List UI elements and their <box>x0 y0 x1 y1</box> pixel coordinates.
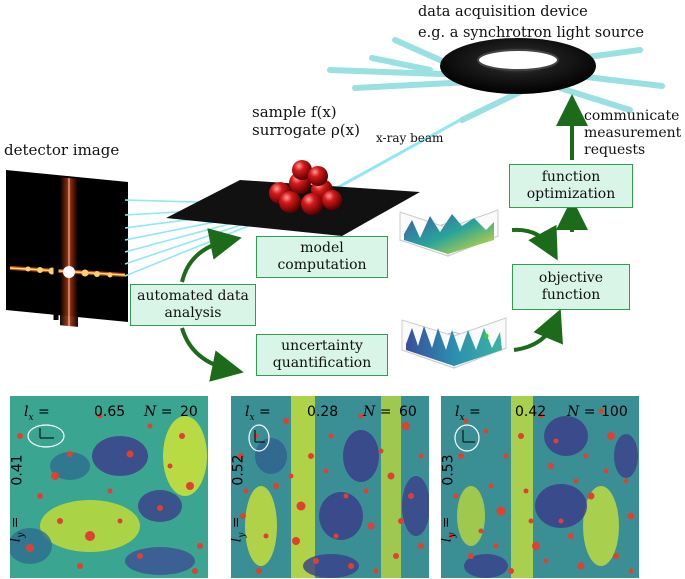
gp-panel-2: lx = 0.28 N = 60 0.52 ly = <box>231 396 429 578</box>
gp-panel-1: lx = 0.65 N = 20 0.41 ly = <box>10 396 208 578</box>
panel2-lx-value: 0.28 <box>307 404 339 420</box>
detector-image-label: detector image <box>4 141 120 159</box>
panel2-n-value: 60 <box>399 404 417 420</box>
sample-label-line2: surrogate ρ(x) <box>252 121 360 139</box>
sample-plate <box>166 160 420 236</box>
panel3-n-label: N = <box>567 404 596 420</box>
gp-heatmap-2 <box>231 396 429 578</box>
panel1-lx-label: lx = <box>24 404 50 423</box>
objective-function-text: objective function <box>538 270 604 303</box>
panel1-n-label: N = <box>144 404 173 420</box>
panel3-lx-value: 0.42 <box>515 404 547 420</box>
sample-label-line1: sample f(x) <box>252 103 337 121</box>
function-optimization-text: function optimization <box>526 169 616 202</box>
panel1-n-value: 20 <box>180 404 198 420</box>
model-computation-text: model computation <box>277 240 367 273</box>
panel2-lx-label: lx = <box>245 404 271 423</box>
gp-panel-3: lx = 0.42 N = 100 0.53 ly = <box>441 396 639 578</box>
panel3-lx-label: lx = <box>455 404 481 423</box>
gp-heatmap-3 <box>441 396 639 578</box>
xray-beam-label: x-ray beam <box>376 131 444 145</box>
gp-heatmap-1 <box>10 396 208 578</box>
communicate-label-line1: communicate <box>584 108 680 124</box>
function-optimization-box: function optimization <box>509 164 633 208</box>
detector-image <box>6 170 128 327</box>
synchrotron-ring <box>327 37 665 123</box>
automated-analysis-box: automated data analysis <box>130 284 256 326</box>
surface-plot-uncertainty <box>400 317 508 369</box>
panel2-n-label: N = <box>363 404 392 420</box>
panel1-ly-value: 0.41 <box>10 454 26 486</box>
uncertainty-quantification-box: uncertainty quantification <box>256 334 388 376</box>
objective-function-box: objective function <box>512 264 630 310</box>
workflow-diagram <box>6 37 665 382</box>
panel1-lx-value: 0.65 <box>94 404 126 420</box>
communicate-label-line3: requests <box>584 142 646 158</box>
workflow-arrows <box>180 94 588 382</box>
model-computation-box: model computation <box>256 236 388 278</box>
panel3-ly-label: ly = <box>441 517 458 543</box>
panel3-n-value: 100 <box>601 404 628 420</box>
surface-plot-model <box>398 209 500 257</box>
panel1-ly-label: ly = <box>10 517 27 543</box>
panel2-ly-value: 0.52 <box>231 454 247 486</box>
automated-analysis-text: automated data analysis <box>137 288 249 321</box>
panel2-ly-label: ly = <box>231 517 248 543</box>
uncertainty-quantification-text: uncertainty quantification <box>272 338 372 371</box>
panel3-ly-value: 0.53 <box>441 454 457 486</box>
device-label-line2: e.g. a synchrotron light source <box>418 25 644 41</box>
device-label-line1: data acquisition device <box>418 4 588 20</box>
communicate-label-line2: measurement <box>584 125 682 141</box>
